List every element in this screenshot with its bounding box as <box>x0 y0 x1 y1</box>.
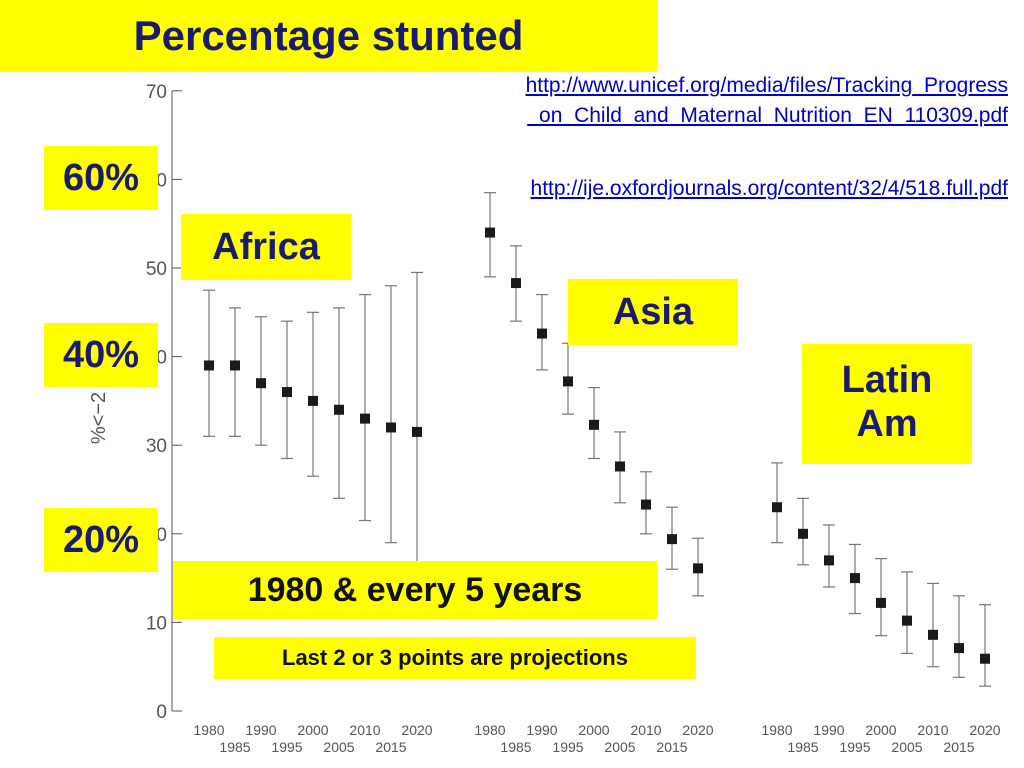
x-tick-label: 2015 <box>656 739 687 755</box>
note-years: 1980 & every 5 years <box>173 561 657 619</box>
data-point <box>563 376 573 387</box>
data-point <box>850 573 860 584</box>
source-link-unicef-part1[interactable]: http://www.unicef.org/media/files/Tracki… <box>525 74 1008 97</box>
x-tick-label: 2015 <box>375 739 406 755</box>
x-tick-label: 1995 <box>552 739 583 755</box>
x-tick-label: 1980 <box>474 722 505 738</box>
data-point <box>412 426 422 437</box>
x-tick-label: 1985 <box>787 739 818 755</box>
x-tick-label: 1990 <box>526 722 557 738</box>
region-label-latin-am: Latin Am <box>802 344 972 464</box>
y-tick-label: 50 <box>146 259 167 280</box>
x-tick-label: 1995 <box>271 739 302 755</box>
x-tick-label: 1980 <box>193 722 224 738</box>
data-point <box>589 419 599 430</box>
x-tick-label: 2015 <box>943 739 974 755</box>
data-point <box>386 422 396 433</box>
x-tick-labels: 1980 1990 2000 2010 2020 1985 1995 2005 2015 1980… <box>193 722 1000 755</box>
data-point <box>876 597 886 608</box>
label-40-percent: 40% <box>44 323 158 387</box>
series-asia <box>484 192 704 597</box>
label-60-percent: 60% <box>44 146 158 210</box>
data-point <box>667 534 677 545</box>
data-point <box>772 502 782 513</box>
data-point <box>902 615 912 626</box>
y-tick-label: 0 <box>156 702 167 723</box>
data-point <box>537 328 547 339</box>
slide-title: Percentage stunted <box>0 0 657 72</box>
series-latin-am <box>771 462 991 687</box>
data-point <box>334 404 344 415</box>
data-point <box>485 227 495 238</box>
y-tick-label: 30 <box>146 436 167 457</box>
x-tick-label: 1990 <box>813 722 844 738</box>
data-point <box>204 360 214 371</box>
x-tick-label: 2010 <box>349 722 380 738</box>
data-point <box>615 461 625 472</box>
data-point <box>308 395 318 406</box>
source-link-unicef-part2[interactable]: _on_Child_and_Maternal_Nutrition_EN_1103… <box>527 104 1008 127</box>
data-point <box>980 653 990 664</box>
region-label-asia: Asia <box>568 279 738 345</box>
data-point <box>928 629 938 640</box>
data-point <box>824 555 834 566</box>
x-tick-label: 1995 <box>839 739 870 755</box>
data-point <box>511 278 521 289</box>
x-tick-label: 1980 <box>761 722 792 738</box>
data-point <box>798 528 808 539</box>
x-tick-label: 2000 <box>297 722 328 738</box>
y-tick-label: 10 <box>146 613 167 634</box>
y-axis-label: %<−2 <box>88 392 110 444</box>
data-point <box>641 499 651 510</box>
x-tick-label: 2020 <box>969 722 1000 738</box>
x-tick-label: 2010 <box>630 722 661 738</box>
data-point <box>230 360 240 371</box>
data-series <box>203 192 991 687</box>
x-tick-label: 2005 <box>604 739 635 755</box>
x-tick-label: 2020 <box>401 722 432 738</box>
region-label-africa: Africa <box>181 214 351 280</box>
label-20-percent: 20% <box>44 508 158 572</box>
x-tick-label: 1990 <box>245 722 276 738</box>
series-africa <box>203 271 423 566</box>
source-link-ije[interactable]: http://ije.oxfordjournals.org/content/32… <box>530 177 1008 200</box>
data-point <box>954 643 964 654</box>
note-projections: Last 2 or 3 points are projections <box>214 637 696 679</box>
x-tick-label: 2000 <box>578 722 609 738</box>
x-tick-label: 1985 <box>219 739 250 755</box>
data-point <box>693 563 703 574</box>
x-tick-label: 2005 <box>323 739 354 755</box>
x-tick-label: 2000 <box>865 722 896 738</box>
data-point <box>282 387 292 398</box>
y-tick-label: 70 <box>146 82 167 103</box>
x-tick-label: 1985 <box>500 739 531 755</box>
data-point <box>360 413 370 424</box>
data-point <box>256 378 266 389</box>
x-tick-label: 2010 <box>917 722 948 738</box>
x-tick-label: 2020 <box>682 722 713 738</box>
x-tick-label: 2005 <box>891 739 922 755</box>
